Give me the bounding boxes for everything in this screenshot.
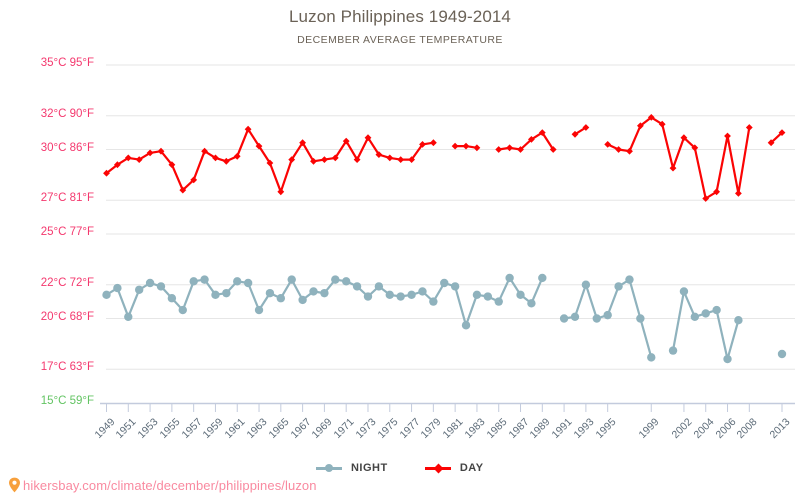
y-tick-label-35: 35°C 95°F: [40, 57, 94, 69]
legend-swatch-day: [425, 463, 452, 474]
legend-item-day[interactable]: DAY: [425, 462, 483, 474]
y-tick-label-15: 15°C 59°F: [40, 395, 94, 407]
footer-url[interactable]: hikersbay.com/climate/december/philippin…: [8, 477, 317, 493]
footer-url-text: hikersbay.com/climate/december/philippin…: [23, 478, 317, 493]
y-tick-label-32: 32°C 90°F: [40, 107, 94, 120]
series-day: [103, 114, 786, 202]
y-tick-label-27: 27°C 81°F: [40, 192, 94, 205]
y-tick-label-25: 25°C 77°F: [40, 226, 94, 238]
legend-label-day: DAY: [459, 462, 484, 475]
x-axis-ticks: [106, 403, 783, 412]
legend-swatch-night: [316, 463, 343, 473]
y-tick-label-20: 20°C 68°F: [40, 310, 94, 323]
series-night: [102, 273, 787, 364]
legend-label-night: NIGHT: [350, 462, 388, 475]
chart-subtitle: DECEMBER AVERAGE TEMPERATURE: [297, 34, 503, 46]
map-pin-icon: [8, 477, 21, 493]
y-tick-label-17: 17°C 63°F: [40, 361, 94, 374]
chart-legend: NIGHT DAY: [0, 462, 800, 474]
y-tick-label-22: 22°C 72°F: [40, 276, 94, 289]
gridlines: [106, 64, 795, 370]
chart-title: Luzon Philippines 1949-2014: [289, 7, 511, 26]
y-tick-label-30: 30°C 86°F: [40, 141, 94, 154]
legend-item-night[interactable]: NIGHT: [316, 462, 387, 474]
